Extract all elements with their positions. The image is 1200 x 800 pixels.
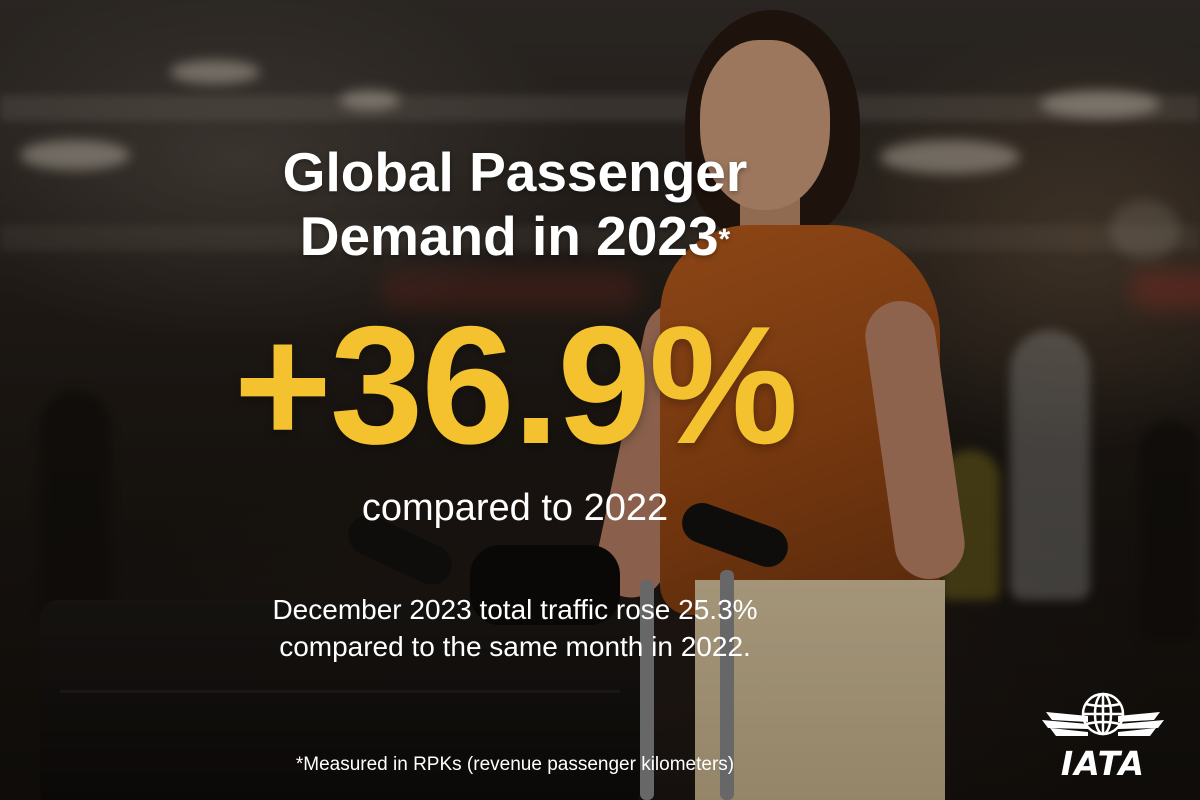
detail-line-1: December 2023 total traffic rose 25.3% [272,594,758,625]
footnote-marker: * [718,223,731,256]
background-person [1010,330,1090,600]
growth-stat: +36.9% [233,291,798,479]
footnote: *Measured in RPKs (revenue passenger kil… [295,754,735,775]
ceiling-light [1110,200,1180,260]
face [700,40,830,210]
suitcase-seam [60,690,620,693]
detail-line-2: compared to the same month in 2022. [279,631,751,662]
comparison-label: compared to 2022 [361,487,669,529]
ceiling-light [1040,90,1160,118]
iata-wordmark: IATA [1060,744,1146,783]
background-person [1140,420,1200,640]
skirt [695,580,945,800]
traveler-illustration [589,0,970,800]
globe-wings-icon [1042,692,1164,736]
cart-pole [640,580,654,800]
sign-glow [1130,270,1200,310]
headline: Global Passenger Demand in 2023* [150,140,880,268]
december-detail: December 2023 total traffic rose 25.3% c… [150,591,880,665]
ceiling-beam [0,95,1200,121]
headline-line-2-text: Demand in 2023 [299,205,719,267]
ceiling-light [340,90,400,110]
ceiling-beam [0,225,1200,251]
headline-line-1: Global Passenger [282,141,748,203]
ceiling-light [170,60,260,84]
cart-pole [720,570,734,800]
ceiling-light [20,140,130,170]
sign-glow [380,270,640,310]
black-bag [470,545,620,625]
ceiling-light [880,140,1020,174]
iata-logo: IATA [1038,682,1168,782]
headline-line-2: Demand in 2023* [150,204,880,268]
background-person [40,390,110,620]
suitcase [40,600,640,800]
